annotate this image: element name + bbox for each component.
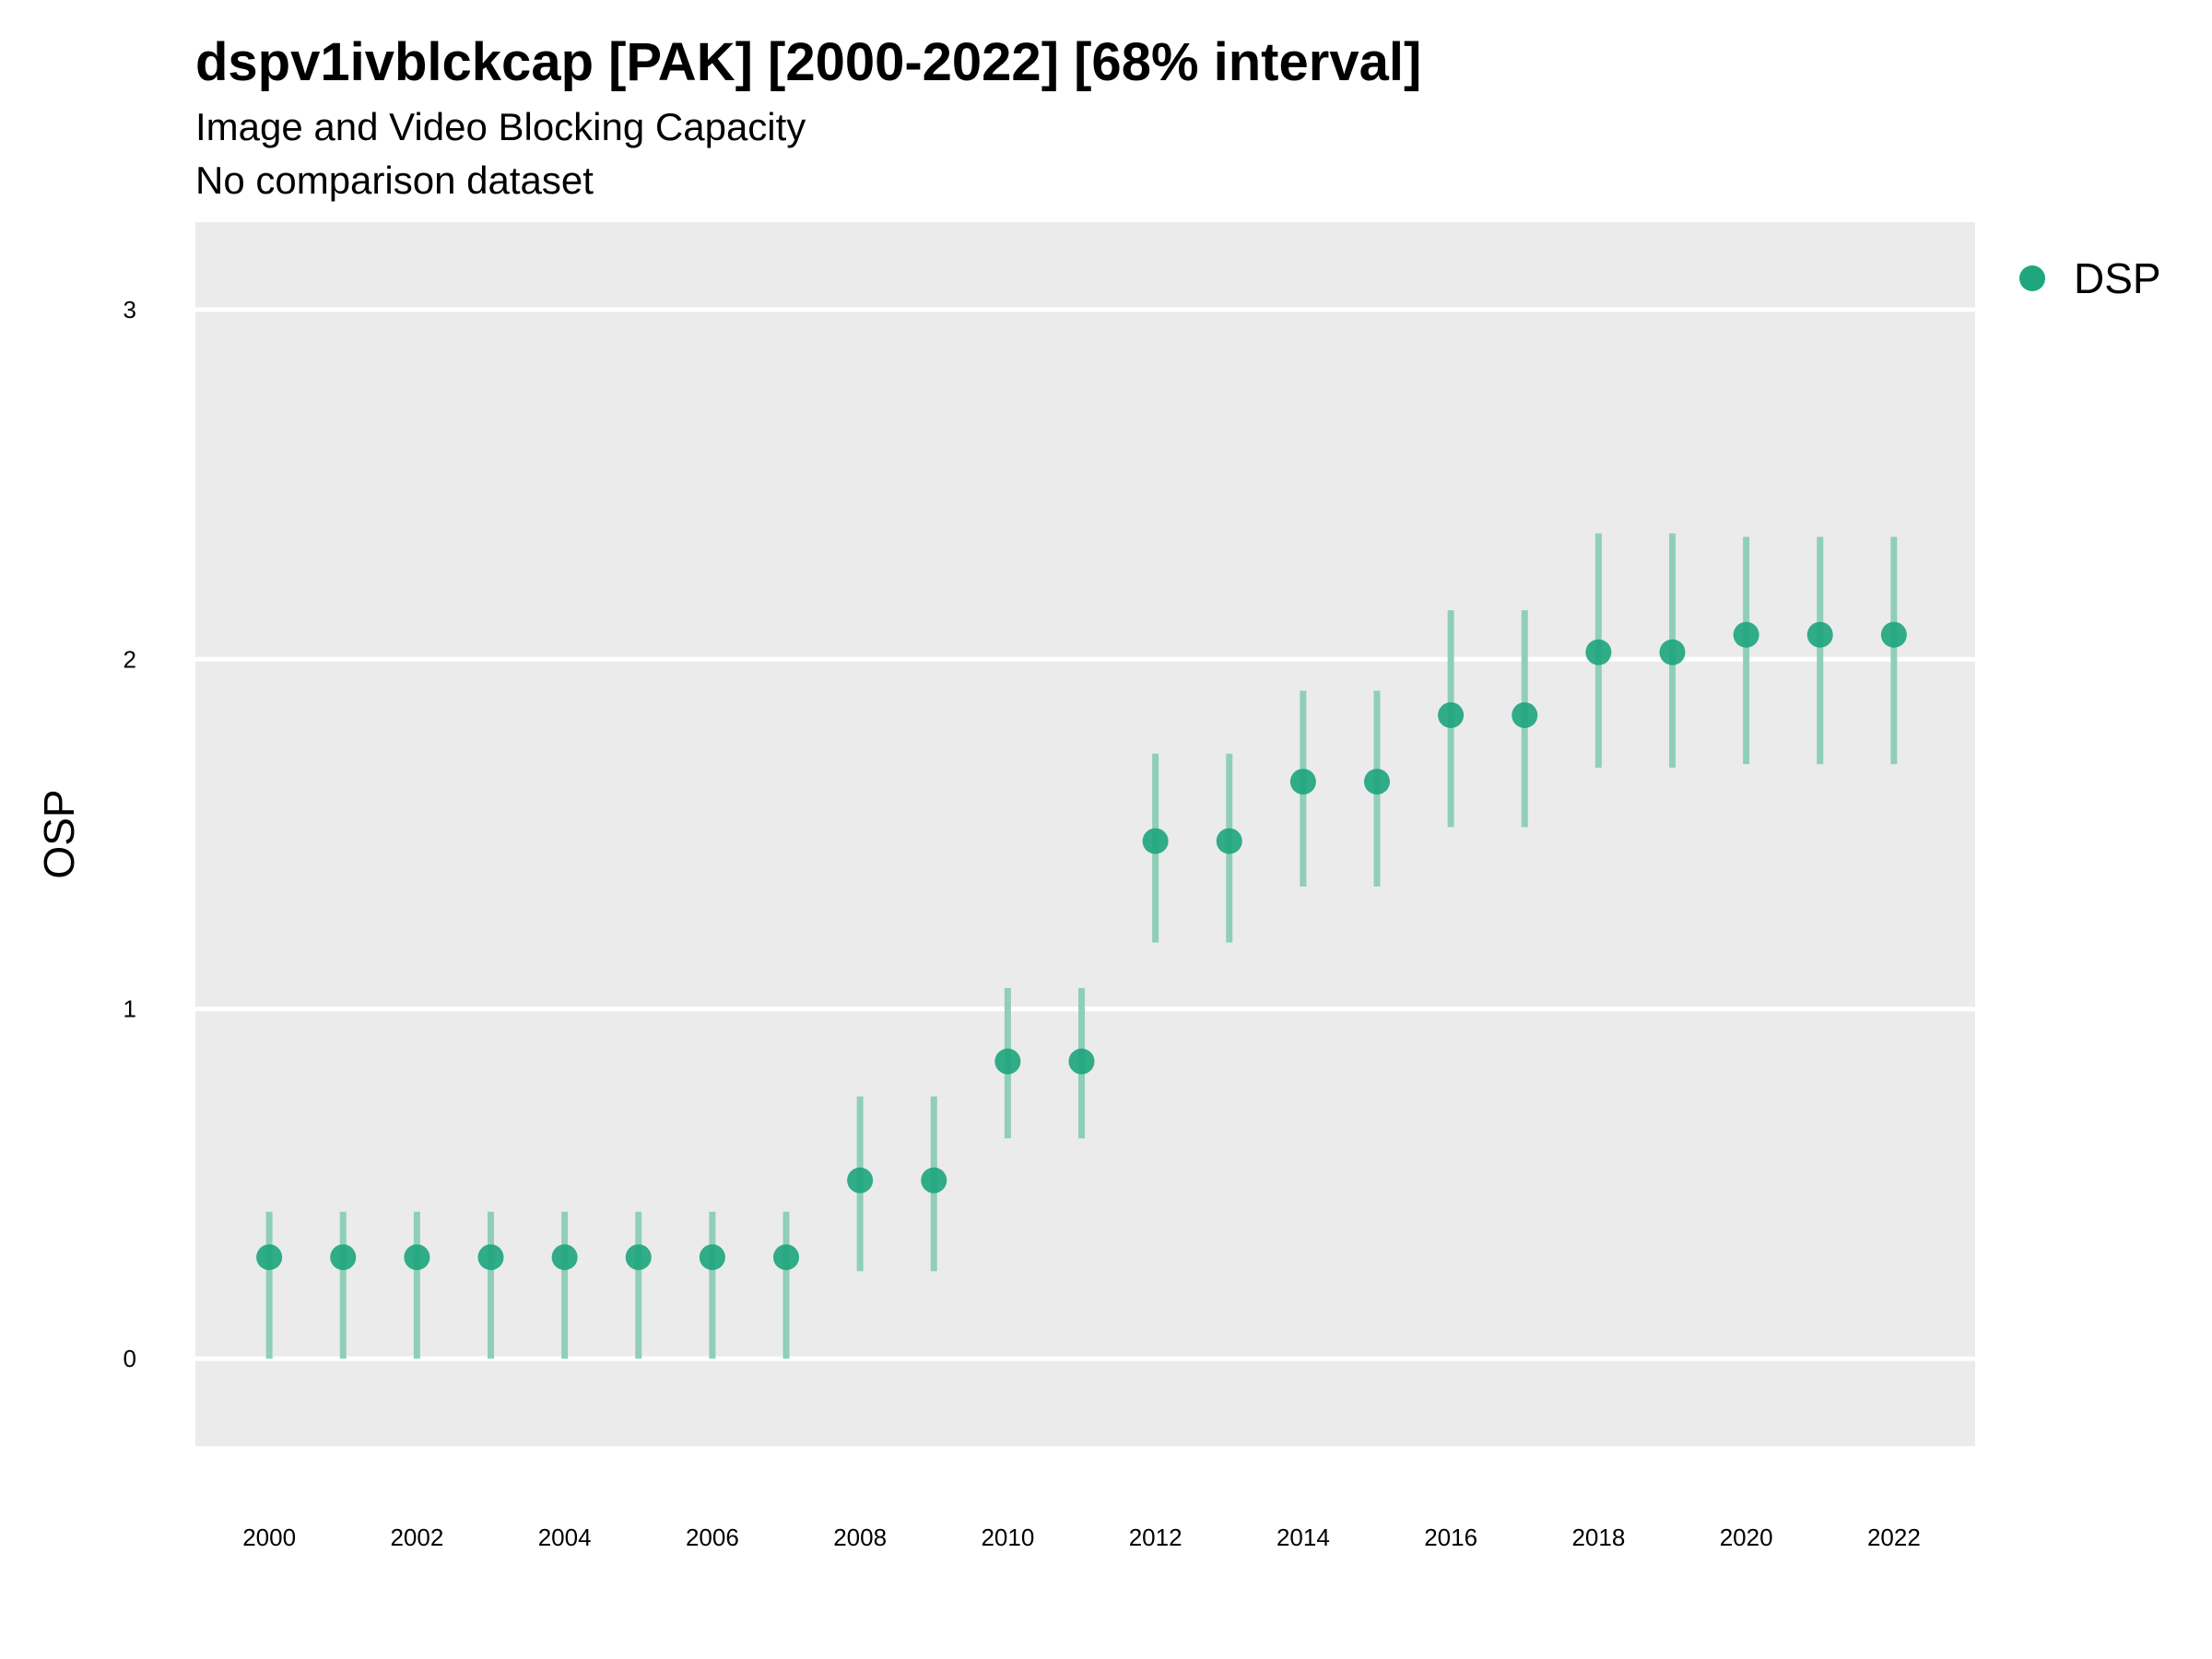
x-tick-label-2012: 2012 [1129,1524,1182,1551]
point-2018 [1585,639,1612,665]
chart-title: dspv1ivblckcap [PAK] [2000-2022] [68% in… [195,32,1422,92]
y-tick-label-3: 3 [124,296,136,324]
y-axis-title: OSP [35,789,83,878]
x-tick-label-2022: 2022 [1867,1524,1921,1551]
point-2014 [1289,769,1316,795]
point-2013 [1216,828,1242,854]
point-2011 [1068,1048,1095,1075]
point-2004 [551,1244,578,1271]
point-2021 [1806,621,1833,648]
point-2020 [1733,621,1759,648]
x-tick-label-2008: 2008 [833,1524,887,1551]
point-2005 [625,1244,652,1271]
point-2019 [1659,639,1686,665]
y-tick-label-1: 1 [124,995,136,1023]
x-tick-label-2010: 2010 [981,1524,1034,1551]
x-tick-label-2002: 2002 [390,1524,443,1551]
x-tick-label-2014: 2014 [1277,1524,1330,1551]
x-tick-label-2016: 2016 [1424,1524,1477,1551]
y-tick-label-0: 0 [124,1345,136,1372]
plot-panel [195,222,1975,1446]
point-2012 [1142,828,1169,854]
point-2009 [921,1167,947,1194]
point-2015 [1363,769,1390,795]
point-2008 [847,1167,874,1194]
point-2002 [404,1244,430,1271]
x-tick-label-2006: 2006 [686,1524,739,1551]
legend-swatch-dsp [2019,265,2045,291]
chart-caption: No comparison dataset [195,159,594,202]
y-axis-ticks: 0 1 2 3 [124,296,136,1372]
data-points [256,621,1907,1271]
point-2003 [477,1244,504,1271]
point-2022 [1880,621,1907,648]
point-2007 [772,1244,799,1271]
x-tick-label-2004: 2004 [538,1524,592,1551]
legend-label-dsp: DSP [2074,254,2161,302]
x-axis-ticks: 2000 2002 2004 2006 2008 2010 2012 2014 2016 2018… [242,1524,1921,1551]
point-2017 [1512,701,1538,728]
x-tick-label-2000: 2000 [242,1524,296,1551]
chart-subtitle: Image and Video Blocking Capacity [195,105,806,148]
point-2000 [256,1244,283,1271]
y-tick-label-2: 2 [124,645,136,673]
point-2016 [1438,701,1465,728]
x-tick-label-2018: 2018 [1571,1524,1625,1551]
x-tick-label-2020: 2020 [1720,1524,1773,1551]
point-2010 [994,1048,1021,1075]
point-2001 [330,1244,357,1271]
point-2006 [699,1244,725,1271]
legend: DSP [2019,254,2161,302]
